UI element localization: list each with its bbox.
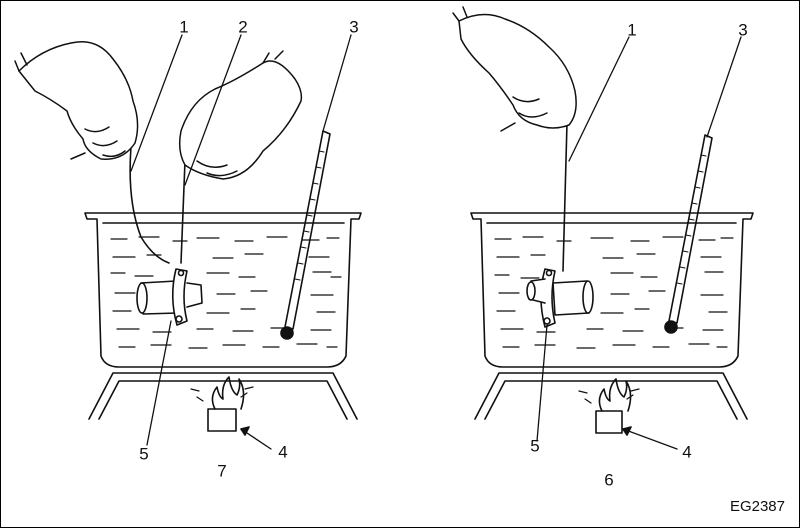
right-callout-leaders bbox=[536, 36, 742, 450]
left-caption: 7 bbox=[217, 461, 227, 481]
right-thermostat bbox=[526, 268, 594, 328]
right-callout-3: 3 bbox=[738, 20, 748, 40]
left-hand-1 bbox=[14, 41, 139, 160]
right-pot bbox=[470, 212, 754, 368]
figure-code: EG2387 bbox=[729, 498, 785, 515]
right-stand bbox=[474, 372, 748, 420]
left-pot bbox=[84, 212, 362, 368]
left-panel bbox=[14, 34, 362, 450]
left-wire-1 bbox=[129, 146, 170, 264]
right-wire bbox=[562, 122, 568, 272]
left-burner bbox=[190, 376, 254, 432]
right-thermometer bbox=[664, 134, 713, 334]
left-arrowhead-4 bbox=[240, 426, 250, 436]
left-thermometer bbox=[280, 130, 331, 340]
left-wire-2 bbox=[180, 160, 186, 264]
right-callout-5: 5 bbox=[530, 436, 540, 456]
left-callout-4: 4 bbox=[278, 442, 288, 462]
left-callout-5: 5 bbox=[139, 444, 149, 464]
right-caption: 6 bbox=[604, 470, 614, 490]
right-arrowhead-4 bbox=[622, 426, 632, 436]
right-burner bbox=[578, 378, 640, 434]
left-thermostat bbox=[136, 268, 203, 326]
left-callout-2: 2 bbox=[238, 17, 248, 37]
left-water bbox=[110, 236, 342, 349]
right-hand bbox=[452, 6, 577, 132]
left-hand-2 bbox=[178, 50, 303, 180]
right-panel bbox=[452, 6, 754, 450]
right-callout-1: 1 bbox=[627, 20, 637, 40]
left-callout-3: 3 bbox=[349, 17, 359, 37]
left-stand bbox=[88, 372, 358, 420]
right-callout-4: 4 bbox=[682, 442, 692, 462]
left-callout-1: 1 bbox=[179, 17, 189, 37]
